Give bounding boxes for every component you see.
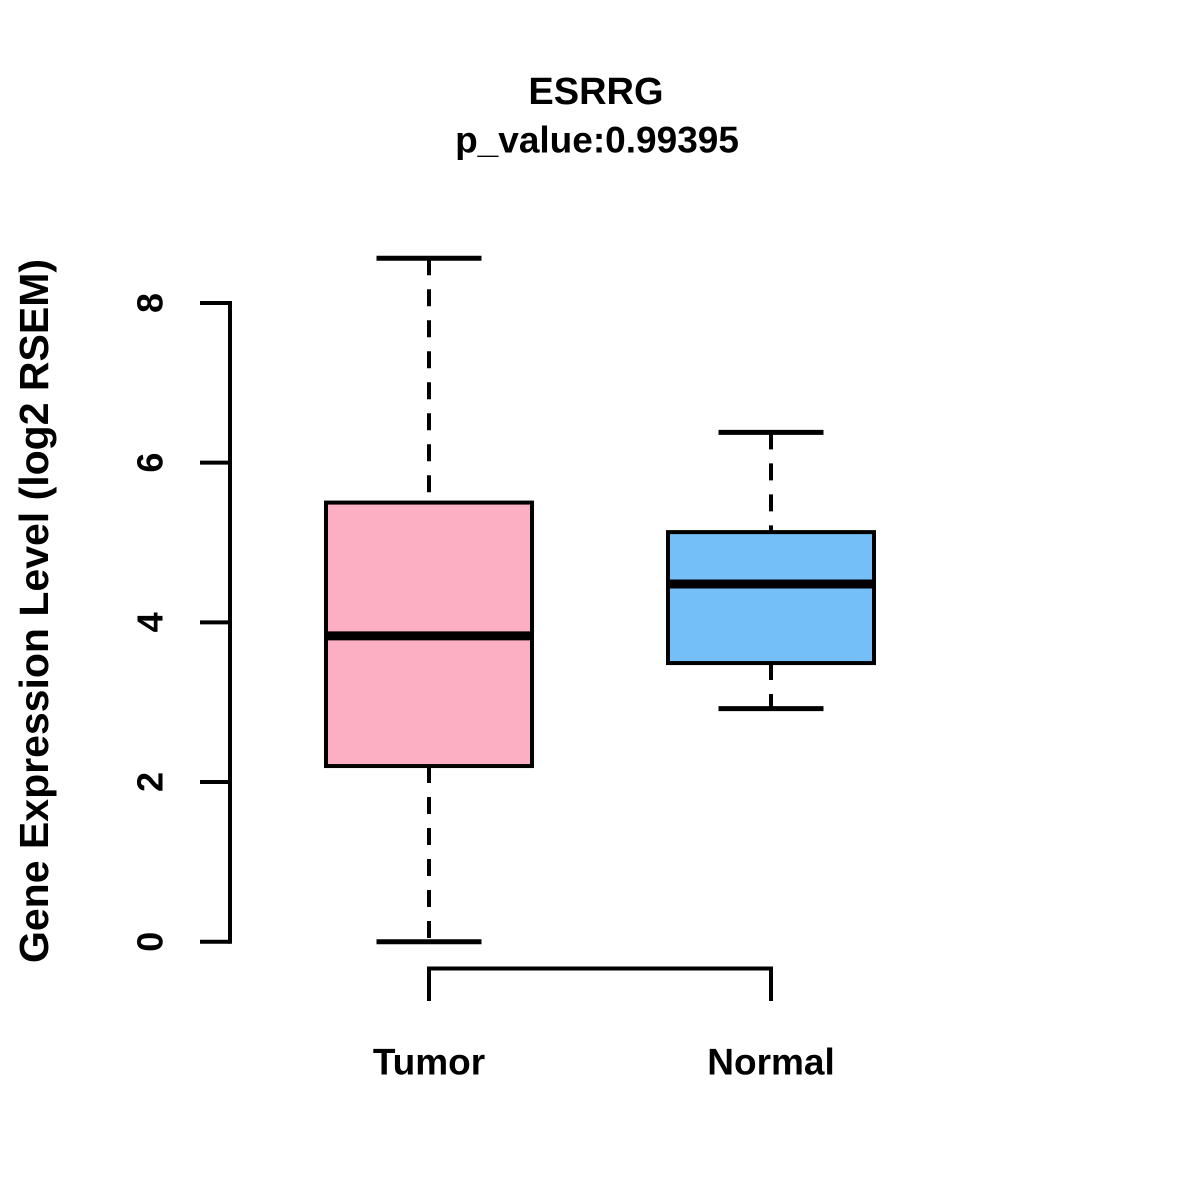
normal-box xyxy=(666,530,876,666)
category-label-normal: Normal xyxy=(707,1042,834,1083)
x-axis xyxy=(427,966,773,1001)
chart-title: ESRRG xyxy=(528,71,663,113)
y-axis-tick-label: 2 xyxy=(130,772,171,792)
y-axis-tick-label: 4 xyxy=(130,612,171,632)
y-axis-tick-label: 0 xyxy=(130,932,171,952)
chart-subtitle: p_value:0.99395 xyxy=(455,120,739,161)
category-label-tumor: Tumor xyxy=(373,1042,485,1083)
y-axis-tick-label: 6 xyxy=(130,453,171,473)
y-axis-tick-label: 8 xyxy=(130,293,171,313)
y-axis-label: Gene Expression Level (log2 RSEM) xyxy=(11,259,57,963)
plot-area: 0 2 4 6 8 Tumor Normal xyxy=(130,255,876,1083)
